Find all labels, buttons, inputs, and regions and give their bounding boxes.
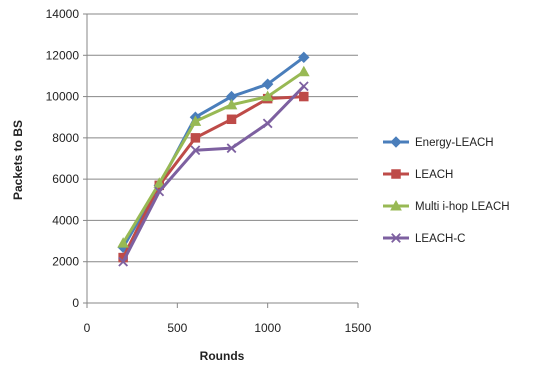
y-tick-label: 14000 bbox=[46, 7, 80, 21]
x-tick-label: 1000 bbox=[254, 321, 281, 335]
legend-label: LEACH-C bbox=[415, 233, 465, 245]
series-line bbox=[121, 95, 304, 259]
data-point bbox=[118, 256, 129, 267]
data-point bbox=[154, 186, 165, 197]
data-point bbox=[261, 78, 274, 90]
legend-item: LEACH-C bbox=[383, 233, 465, 245]
series-lines bbox=[117, 51, 310, 267]
y-tick-label: 2000 bbox=[52, 255, 79, 269]
x-axis-title: Rounds bbox=[200, 349, 245, 363]
y-tick-label: 0 bbox=[72, 296, 79, 310]
data-point bbox=[226, 114, 237, 125]
data-point bbox=[226, 143, 237, 154]
legend: Energy-LEACH LEACH Multi i-hop LEACH LEACH-… bbox=[383, 136, 510, 245]
data-point bbox=[189, 115, 202, 126]
data-point bbox=[298, 81, 309, 92]
series-line bbox=[121, 85, 305, 263]
data-point bbox=[190, 133, 201, 143]
legend-item: Energy-LEACH bbox=[383, 136, 494, 149]
legend-label: Energy-LEACH bbox=[415, 137, 494, 149]
tick-labels: 0 2000 4000 6000 8000 10000 12000 14000 0 500 1000… bbox=[46, 7, 372, 335]
data-point bbox=[261, 90, 274, 102]
data-point bbox=[298, 51, 310, 64]
y-tick-label: 10000 bbox=[46, 90, 80, 104]
series-leach-c bbox=[118, 81, 309, 267]
series-line bbox=[121, 70, 305, 244]
data-point bbox=[225, 98, 238, 110]
y-tick-label: 8000 bbox=[52, 131, 79, 145]
data-point bbox=[153, 177, 166, 188]
y-tick-label: 12000 bbox=[46, 48, 80, 62]
x-tick-label: 0 bbox=[84, 321, 91, 335]
legend-label: Multi i-hop LEACH bbox=[415, 201, 510, 213]
y-tick-label: 6000 bbox=[52, 172, 79, 186]
legend-marker bbox=[390, 199, 402, 211]
axes bbox=[83, 13, 359, 308]
data-point bbox=[262, 118, 273, 129]
legend-item: Multi i-hop LEACH bbox=[383, 199, 510, 213]
data-point bbox=[297, 65, 310, 77]
data-point bbox=[190, 145, 201, 156]
legend-marker bbox=[391, 233, 401, 243]
gridlines bbox=[87, 13, 358, 263]
legend-label: LEACH bbox=[415, 169, 453, 181]
series-multi-i-hop-leach bbox=[117, 65, 310, 248]
x-tick-label: 500 bbox=[167, 321, 187, 335]
y-tick-label: 4000 bbox=[52, 213, 79, 227]
data-point bbox=[299, 91, 309, 102]
x-tick-label: 1500 bbox=[345, 321, 372, 335]
data-point bbox=[117, 237, 129, 248]
legend-marker bbox=[390, 136, 402, 148]
y-axis-title: Packets to BS bbox=[11, 120, 25, 200]
legend-item: LEACH bbox=[383, 169, 453, 181]
legend-marker bbox=[391, 169, 401, 179]
